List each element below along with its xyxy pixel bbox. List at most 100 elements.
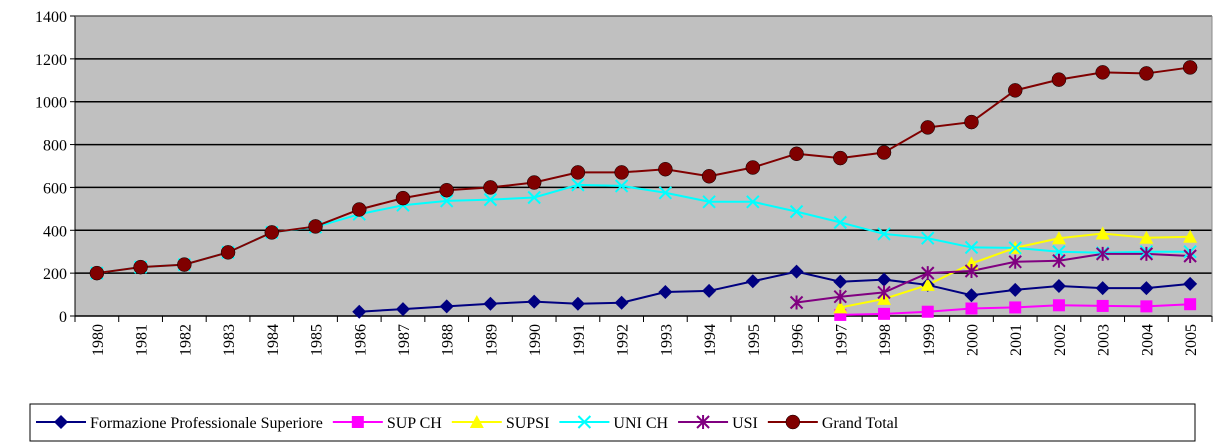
marker	[920, 277, 935, 291]
x-tick-label: 1990	[527, 324, 544, 356]
marker	[701, 169, 717, 184]
x-tick-label: 1985	[309, 324, 326, 356]
legend-label: Grand Total	[822, 415, 899, 432]
marker	[658, 186, 673, 200]
plot-area	[75, 16, 1212, 316]
marker	[614, 295, 629, 310]
marker	[614, 179, 629, 193]
x-tick-label: 1986	[352, 324, 369, 356]
marker	[1008, 254, 1022, 269]
marker	[1140, 300, 1153, 313]
marker	[577, 415, 592, 429]
marker	[1052, 299, 1065, 312]
marker	[526, 175, 542, 190]
marker	[876, 145, 892, 160]
legend-label: Formazione Professionale Superiore	[90, 415, 323, 432]
y-tick-label: 400	[43, 223, 67, 240]
x-tick-label: 2004	[1139, 324, 1156, 356]
marker	[696, 415, 710, 429]
marker	[1139, 230, 1154, 244]
x-tick-label: 2002	[1052, 324, 1069, 356]
y-tick-label: 200	[43, 266, 67, 283]
x-tick-label: 1988	[440, 324, 457, 356]
x-tick-label: 1998	[877, 324, 894, 356]
marker	[877, 285, 891, 300]
marker	[352, 304, 367, 319]
x-tick-label: 1984	[265, 324, 282, 356]
marker	[264, 225, 280, 240]
x-tick-label: 2005	[1183, 324, 1200, 356]
x-tick-label: 1982	[177, 324, 194, 356]
marker	[833, 289, 847, 304]
marker	[1184, 298, 1197, 311]
marker	[483, 180, 498, 195]
x-tick-label: 1989	[483, 324, 500, 356]
marker	[964, 114, 979, 130]
marker	[1183, 229, 1198, 243]
marker	[877, 272, 892, 287]
marker	[614, 165, 629, 180]
marker	[920, 120, 935, 135]
marker	[1182, 60, 1198, 75]
marker	[964, 240, 979, 255]
legend-label: SUP CH	[387, 415, 442, 432]
x-tick-label: 1987	[396, 324, 413, 356]
series-line	[796, 252, 1191, 304]
x-tick-label: 1999	[921, 324, 938, 356]
marker	[527, 190, 541, 205]
marker	[1052, 253, 1066, 268]
marker	[746, 195, 760, 209]
marker	[1139, 246, 1154, 261]
marker	[1183, 276, 1198, 291]
x-tick-label: 1992	[615, 324, 632, 356]
x-tick-label: 2000	[964, 324, 981, 356]
legend-box	[29, 403, 1196, 442]
marker	[395, 190, 411, 206]
marker	[571, 178, 585, 192]
marker	[527, 294, 542, 309]
marker	[833, 150, 848, 166]
marker	[1051, 72, 1067, 87]
marker	[177, 257, 192, 272]
y-tick-label: 0	[59, 309, 67, 326]
y-tick-label: 1200	[35, 52, 67, 69]
marker	[964, 264, 979, 278]
x-tick-label: 1994	[702, 324, 719, 356]
marker	[352, 202, 367, 217]
marker	[964, 288, 979, 303]
y-tick-label: 1400	[35, 9, 67, 26]
x-tick-label: 1991	[571, 324, 588, 356]
marker	[833, 300, 848, 314]
x-tick-label: 1980	[90, 324, 107, 356]
y-tick-label: 800	[43, 138, 67, 155]
marker	[469, 415, 484, 428]
marker	[1139, 66, 1154, 81]
legend-label: SUPSI	[506, 415, 550, 432]
x-tick-label: 2001	[1008, 324, 1025, 356]
marker	[745, 274, 760, 289]
marker	[1095, 246, 1110, 261]
legend-label: USI	[732, 415, 758, 432]
marker	[1095, 226, 1110, 240]
marker	[54, 415, 68, 429]
marker	[1007, 83, 1023, 98]
x-tick-label: 1983	[221, 324, 238, 356]
x-tick-label: 1997	[833, 324, 850, 356]
marker	[702, 195, 716, 209]
marker	[439, 299, 454, 314]
marker	[1008, 282, 1023, 297]
marker	[921, 305, 934, 318]
marker	[745, 160, 761, 175]
x-tick-label: 1993	[658, 324, 675, 356]
x-tick-label: 2003	[1096, 324, 1113, 356]
marker	[785, 414, 801, 430]
marker	[1095, 281, 1110, 296]
marker	[1008, 241, 1022, 255]
marker	[570, 296, 585, 311]
marker	[789, 204, 804, 219]
marker	[1139, 281, 1154, 296]
legend-label: UNI CH	[613, 415, 668, 432]
marker	[439, 182, 454, 198]
marker	[483, 192, 498, 207]
